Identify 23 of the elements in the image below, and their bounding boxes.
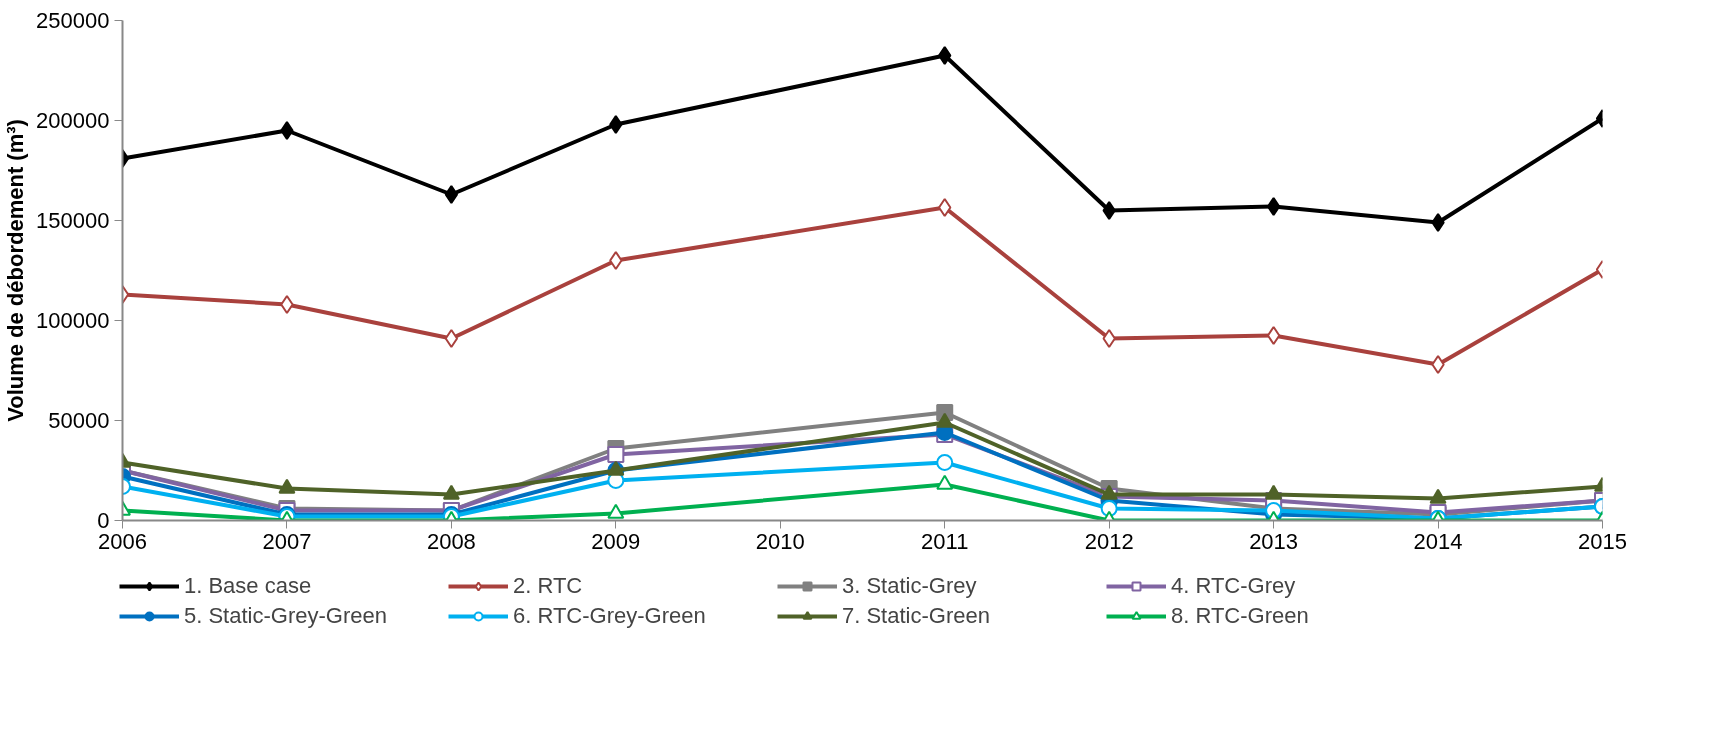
legend-label: 7. Static-Green [841,603,991,629]
legend-label: 8. RTC-Green [1170,603,1310,629]
x-tick-label: 2010 [755,528,805,554]
x-tick-label: 2012 [1084,528,1134,554]
x-tick-label: 2008 [426,528,476,554]
y-tick-label: 150000 [36,208,110,233]
y-tick-label: 200000 [36,108,110,133]
legend-label: 3. Static-Grey [841,573,978,599]
legend-label: 1. Base case [183,573,313,599]
legend-label: 2. RTC [512,573,584,599]
x-tick-label: 2011 [921,528,969,554]
x-tick-label: 2014 [1413,528,1463,554]
x-tick-label: 2007 [262,528,312,554]
x-tick-label: 2009 [591,528,641,554]
legend-label: 6. RTC-Grey-Green [512,603,707,629]
x-tick-label: 2015 [1578,528,1627,554]
legend-label: 4. RTC-Grey [1170,573,1297,599]
y-tick-label: 250000 [36,8,110,33]
legend-label: 5. Static-Grey-Green [183,603,388,629]
x-tick-label: 2013 [1249,528,1299,554]
y-axis-title: Volume de débordement (m³) [3,119,29,422]
y-tick-label: 100000 [36,308,110,333]
y-tick-label: 50000 [48,408,110,433]
